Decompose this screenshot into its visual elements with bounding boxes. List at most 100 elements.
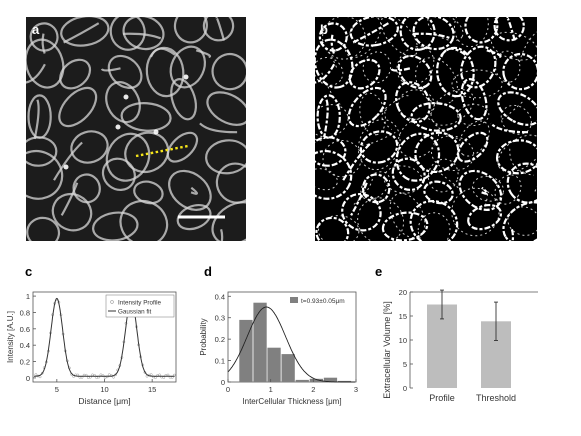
membrane-strand [353,171,374,205]
bright-spot [183,74,189,80]
y-tick-label: 0 [403,384,407,393]
membrane-strand [330,33,335,54]
gaussian-fit-line [34,297,175,377]
category-label: Threshold [476,393,516,403]
membrane-strand [100,67,121,72]
cell-membrane [457,131,489,163]
cell-membrane [490,31,537,61]
y-tick-label: 0.3 [215,314,225,323]
extracellular-volume-chart: 0 5 10 15 20 Extracellular Volume [%] Profile T… [382,288,538,403]
profile-marker [91,373,94,377]
cell-membrane [423,180,454,205]
membrane-strand [436,170,461,190]
cell-membrane [315,57,344,86]
profile-marker [86,376,90,379]
cell-membrane [467,203,503,231]
x-tick-label: 3 [354,385,358,394]
membrane-strand [325,48,338,70]
bright-spot [123,94,129,100]
cell-membrane [318,215,360,241]
membrane-strand [33,99,40,140]
cell-membrane [414,131,460,174]
cell-membrane [495,139,537,175]
membrane-strand [518,31,537,63]
micrograph-panel-a [26,17,246,241]
profile-marker [162,376,166,379]
cell-membrane [211,201,246,241]
cell-membrane [315,104,349,138]
membrane-strand [26,63,46,84]
cell-membrane [502,52,537,91]
cell-membrane [26,136,58,167]
membrane-strand [41,33,46,54]
cell-membrane [430,135,475,172]
membrane-strand [60,182,79,216]
cell-membrane [493,17,525,42]
membrane-strand [220,228,224,241]
membrane-strand [315,63,336,84]
y-tick-label: 0.6 [20,325,30,334]
cell-membrane [29,22,59,52]
histogram-bar [239,319,253,382]
membrane-strand [342,141,373,181]
cell-membrane [315,168,338,191]
membrane-strand [440,47,466,58]
cell-membrane [427,17,464,42]
cell-membrane [396,46,435,86]
cell-membrane [168,169,212,211]
y-tick-label: 15 [399,312,407,321]
cell-membrane [397,54,433,89]
cell-membrane [410,102,462,132]
cell-membrane [26,216,61,241]
membrane-strand [350,182,368,216]
membrane-strand [381,109,393,130]
panel-label-d: d [204,264,212,279]
cell-membrane [322,139,362,178]
membrane-strand [322,99,329,140]
cell-membrane [472,175,504,202]
thickness-histogram-chart: 0 0.1 0.2 0.3 0.4 0 1 2 3 InterCellular Thickness… [199,291,358,406]
cell-membrane [51,192,93,232]
cell-membrane [59,58,92,90]
y-tick-label: 0.4 [215,292,225,301]
profile-marker [154,376,157,380]
cell-membrane [383,165,423,194]
cell-membrane [322,17,366,60]
micrograph-image [26,17,246,241]
cell-membrane [357,197,405,241]
y-tick-label: 20 [399,288,407,297]
cell-membrane [315,216,350,241]
histogram-bar [309,378,323,382]
y-tick-label: 0.8 [20,308,30,317]
membrane-strand [390,67,411,72]
cell-membrane [359,130,399,164]
x-tick-label: 5 [55,385,59,394]
profile-marker [166,373,170,377]
y-tick-label: 0.2 [215,335,225,344]
bright-spot [63,164,69,170]
membrane-strand [149,47,176,58]
histogram-bar [323,377,338,382]
panel-label-e: e [375,264,383,279]
legend-marker-symbol [110,300,114,304]
membrane-strand [215,17,226,41]
histogram-bar [267,347,281,382]
profile-marker [105,375,109,379]
cell-membrane [26,149,64,200]
cell-membrane [105,81,141,124]
cell-membrane [458,120,490,157]
membrane-strand [63,22,100,44]
cell-membrane [211,52,246,91]
x-tick-label: 2 [311,385,315,394]
histogram-bar [253,302,267,382]
histogram-bar [281,354,295,382]
cell-membrane [349,17,399,47]
membrane-strand [195,49,212,59]
cell-membrane [215,162,246,204]
membrane-strand [53,141,83,181]
cell-membrane [122,17,165,51]
cell-membrane [381,211,429,241]
cell-membrane [430,89,475,126]
membrane-strand [412,32,451,40]
